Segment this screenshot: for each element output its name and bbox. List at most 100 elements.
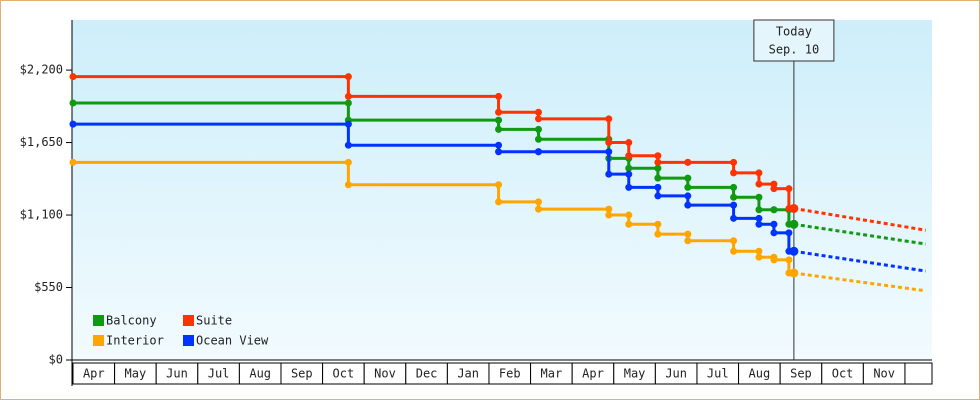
point: [730, 247, 738, 255]
point: [755, 247, 763, 255]
point: [755, 169, 763, 177]
point: [785, 185, 793, 193]
x-tick-label: Apr: [582, 367, 604, 381]
point: [684, 174, 692, 182]
point: [684, 230, 692, 238]
point: [625, 170, 633, 178]
x-tick-label: May: [624, 367, 646, 381]
point: [69, 120, 77, 128]
point: [755, 193, 763, 201]
point: [785, 229, 793, 237]
forecast-line: [793, 271, 926, 293]
x-tick-label: Aug: [749, 367, 771, 381]
month-box: [904, 362, 933, 385]
x-tick-label: Oct: [832, 367, 854, 381]
point: [654, 152, 662, 160]
point: [495, 92, 503, 100]
point: [344, 120, 352, 128]
today-label: Sep. 10: [769, 43, 820, 57]
legend-swatch: [183, 315, 194, 326]
x-tick-label: Dec: [416, 367, 438, 381]
legend-swatch: [93, 315, 104, 326]
point: [344, 158, 352, 166]
point: [495, 181, 503, 189]
x-tick-label: Jul: [208, 367, 230, 381]
point: [654, 174, 662, 182]
x-tick-label: Apr: [83, 367, 105, 381]
point: [344, 141, 352, 149]
point: [534, 115, 542, 123]
y-tick-label: $2,200: [20, 63, 63, 77]
point: [755, 206, 763, 214]
point: [69, 99, 77, 107]
point: [755, 253, 763, 261]
x-tick-label: Jun: [166, 367, 188, 381]
point: [770, 185, 778, 193]
point: [344, 92, 352, 100]
point: [730, 201, 738, 209]
legend-label: Suite: [196, 314, 232, 328]
point: [605, 205, 613, 213]
plot-area: [72, 20, 932, 360]
point: [770, 256, 778, 264]
today-box: [753, 19, 835, 62]
point: [534, 205, 542, 213]
point: [69, 73, 77, 81]
forecast-line: [793, 206, 927, 232]
point: [654, 192, 662, 200]
point: [770, 220, 778, 228]
x-tick-label: May: [125, 367, 147, 381]
x-tick-label: Jun: [665, 367, 687, 381]
point: [344, 73, 352, 81]
point: [654, 158, 662, 166]
x-tick-label: Oct: [333, 367, 355, 381]
point: [495, 125, 503, 133]
x-tick-label: Nov: [374, 367, 396, 381]
x-tick-label: Sep: [790, 367, 812, 381]
point: [730, 169, 738, 177]
x-tick-label: Mar: [541, 367, 563, 381]
x-tick-label: Feb: [499, 367, 521, 381]
point: [654, 220, 662, 228]
y-tick-label: $0: [49, 353, 63, 367]
point: [730, 193, 738, 201]
point: [684, 192, 692, 200]
point: [684, 183, 692, 191]
point: [684, 237, 692, 245]
legend-label: Ocean View: [196, 334, 269, 348]
point: [625, 164, 633, 172]
x-tick-label: Aug: [249, 367, 271, 381]
point: [534, 198, 542, 206]
point: [605, 170, 613, 178]
point: [625, 220, 633, 228]
point: [495, 148, 503, 156]
point: [625, 139, 633, 147]
point: [770, 206, 778, 214]
point: [534, 108, 542, 116]
point: [344, 99, 352, 107]
point: [755, 214, 763, 222]
point: [755, 180, 763, 188]
point: [605, 148, 613, 156]
point: [654, 164, 662, 172]
legend-label: Balcony: [106, 314, 157, 328]
y-tick-label: $1,650: [20, 135, 63, 149]
point: [534, 148, 542, 156]
x-tick-label: Jan: [457, 367, 479, 381]
point: [730, 237, 738, 245]
point: [730, 214, 738, 222]
point: [625, 211, 633, 219]
point: [495, 198, 503, 206]
point: [534, 125, 542, 133]
point: [755, 220, 763, 228]
point: [625, 183, 633, 191]
point: [605, 139, 613, 147]
point: [785, 256, 793, 264]
legend-swatch: [183, 335, 194, 346]
point: [730, 183, 738, 191]
point: [534, 135, 542, 143]
y-tick-label: $1,100: [20, 208, 63, 222]
x-tick-label: Sep: [291, 367, 313, 381]
